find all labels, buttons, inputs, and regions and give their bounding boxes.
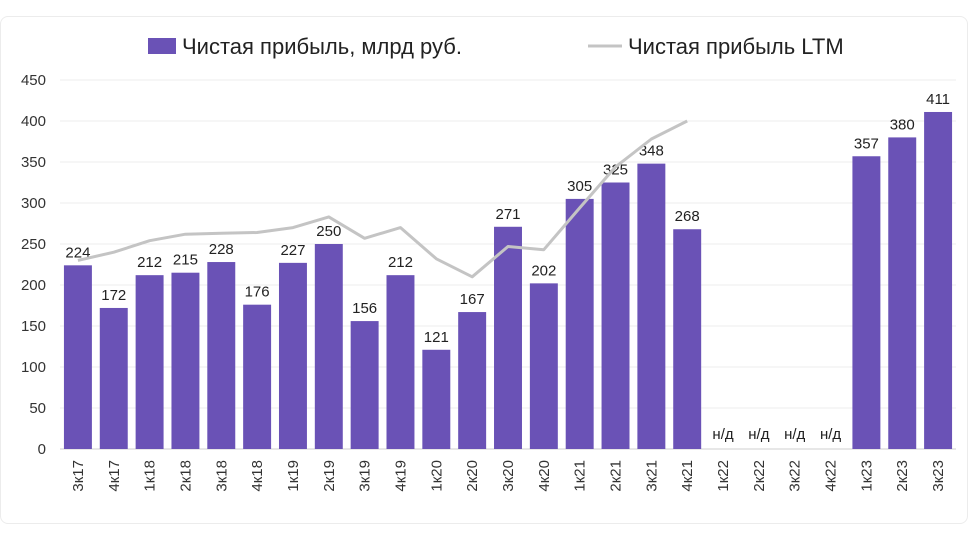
bar	[601, 182, 630, 449]
data-label: 212	[137, 254, 162, 271]
bar	[637, 163, 666, 449]
x-tick-label: 2к20	[464, 460, 481, 492]
y-tick-label: 350	[21, 154, 46, 171]
data-label: 268	[675, 208, 700, 225]
y-tick-label: 400	[21, 113, 46, 130]
data-label: 167	[460, 291, 485, 308]
bar	[924, 111, 953, 449]
x-tick-label: 2к23	[894, 460, 911, 492]
data-label: 228	[209, 241, 234, 258]
bar	[278, 262, 307, 449]
data-label: 215	[173, 252, 198, 269]
x-tick-label: 3к22	[787, 460, 804, 492]
data-label: 357	[854, 135, 879, 152]
data-label: 156	[352, 300, 377, 317]
data-label: 271	[495, 206, 520, 223]
bar	[888, 137, 917, 449]
x-tick-label: 1к19	[285, 460, 302, 492]
y-tick-label: 200	[21, 277, 46, 294]
x-tick-label: 2к19	[321, 460, 338, 492]
data-label: 172	[101, 287, 126, 304]
x-tick-label: 4к21	[679, 460, 696, 492]
bar	[565, 198, 594, 449]
bar	[458, 312, 487, 449]
data-label: 380	[890, 116, 915, 133]
x-tick-label: 3к18	[213, 460, 230, 492]
bar	[314, 244, 343, 449]
bar	[171, 272, 200, 449]
data-label: 305	[567, 178, 592, 195]
bar	[350, 321, 379, 449]
y-tick-label: 0	[38, 441, 46, 458]
bar	[494, 226, 522, 449]
bar	[529, 283, 558, 449]
legend-label-ltm: Чистая прибыль LTM	[628, 34, 844, 59]
y-tick-label: 250	[21, 236, 46, 253]
bar	[422, 349, 451, 449]
y-tick-label: 50	[29, 400, 46, 417]
data-label: н/д	[712, 426, 733, 443]
y-tick-label: 450	[21, 72, 46, 89]
x-tick-label: 4к22	[823, 460, 840, 492]
x-tick-label: 1к23	[858, 460, 875, 492]
x-tick-label: 2к21	[608, 460, 625, 492]
x-tick-label: 1к22	[715, 460, 732, 492]
data-label: н/д	[820, 426, 841, 443]
x-tick-label: 4к17	[106, 460, 123, 492]
data-label: 348	[639, 143, 664, 160]
x-tick-label: 1к18	[142, 460, 159, 492]
x-tick-label: 1к21	[572, 460, 589, 492]
data-label: 212	[388, 254, 413, 271]
data-label: 121	[424, 329, 449, 346]
data-label: н/д	[784, 426, 805, 443]
legend-swatch-net-profit	[148, 38, 176, 54]
legend-label-net-profit: Чистая прибыль, млрд руб.	[182, 34, 462, 59]
data-label: н/д	[748, 426, 769, 443]
x-tick-label: 4к20	[536, 460, 553, 492]
x-tick-label: 3к20	[500, 460, 517, 492]
x-tick-label: 1к20	[428, 460, 445, 492]
data-label: 227	[280, 242, 305, 259]
x-tick-label: 4к18	[249, 460, 266, 492]
x-tick-label: 2к18	[177, 460, 194, 492]
bar	[852, 156, 881, 449]
y-tick-label: 300	[21, 195, 46, 212]
data-label: 176	[245, 284, 270, 301]
bar	[243, 304, 272, 449]
data-label: 411	[926, 91, 950, 108]
legend: Чистая прибыль, млрд руб. Чистая прибыль …	[148, 34, 844, 59]
bar	[63, 265, 92, 449]
bar	[207, 262, 236, 449]
data-label: 202	[531, 262, 556, 279]
ltm-line	[77, 119, 688, 279]
data-label: 250	[316, 223, 341, 240]
x-tick-label: 3к23	[930, 460, 947, 492]
y-tick-label: 100	[21, 359, 46, 376]
bar	[135, 275, 164, 449]
x-tick-label: 3к19	[357, 460, 374, 492]
x-tick-label: 3к21	[643, 460, 660, 492]
bar	[673, 229, 702, 449]
data-label: 224	[65, 244, 90, 261]
bar	[99, 307, 128, 449]
x-tick-label: 4к19	[392, 460, 409, 492]
x-tick-label: 2к22	[751, 460, 768, 492]
x-tick-label: 3к17	[70, 460, 87, 492]
bar	[386, 275, 415, 449]
y-tick-label: 150	[21, 318, 46, 335]
